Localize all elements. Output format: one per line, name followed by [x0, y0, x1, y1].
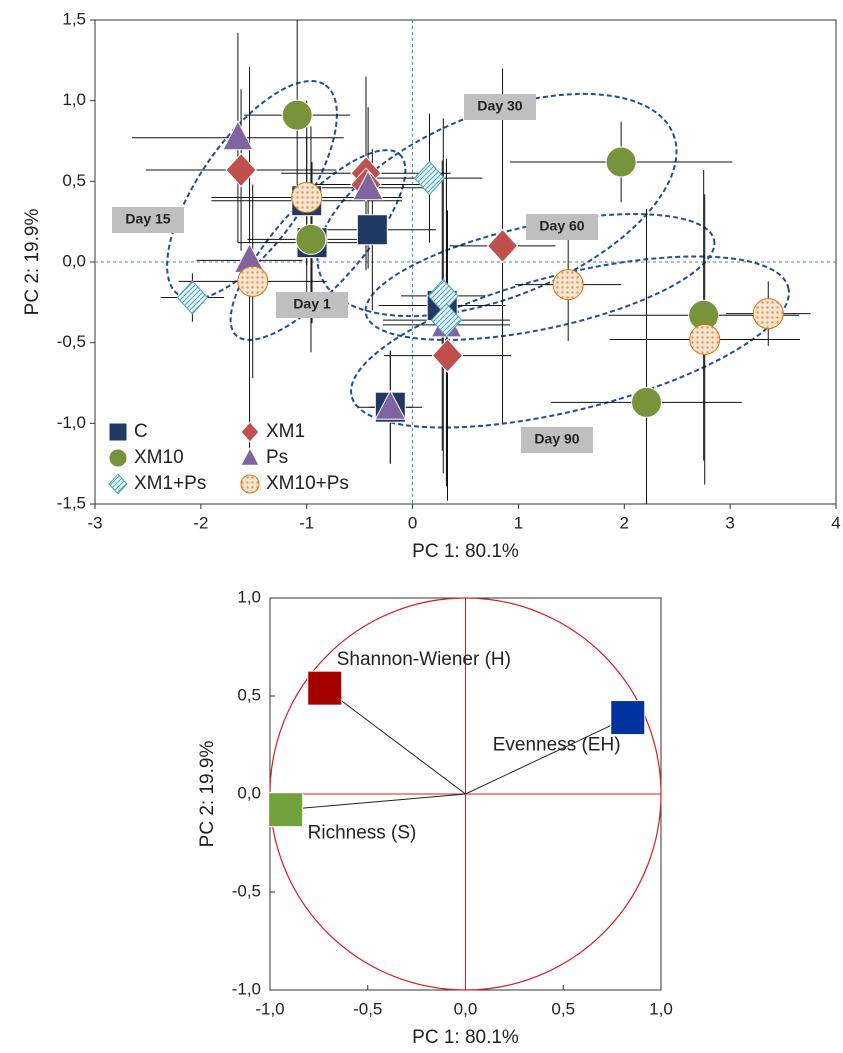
legend-label: XM10: [134, 447, 184, 468]
annotation: Day 60: [539, 218, 584, 234]
legend-marker: [240, 421, 260, 443]
annotation: Day 15: [125, 211, 170, 227]
marker: [631, 386, 663, 418]
x-tick-label: -1: [299, 513, 314, 532]
marker: [610, 700, 646, 736]
y-tick-label: 1,5: [62, 9, 86, 28]
y-tick-label: -0,5: [232, 881, 261, 900]
legend-label: XM1: [266, 421, 305, 442]
loading-vector: [285, 793, 466, 811]
marker: [430, 302, 463, 338]
annotation-box: [464, 94, 536, 120]
legend-label: Ps: [266, 447, 288, 468]
legend-marker: [108, 473, 128, 495]
x-tick-label: 3: [725, 513, 734, 532]
annotation: Day 1: [293, 296, 331, 312]
x-tick-label: 2: [620, 513, 629, 532]
marker: [222, 120, 254, 151]
group-ellipse: [350, 255, 790, 429]
point-label: Shannon-Wiener (H): [337, 649, 511, 670]
marker: [605, 146, 637, 178]
annotation-box: [276, 292, 348, 318]
marker: [552, 269, 584, 301]
marker: [225, 152, 257, 188]
marker: [689, 323, 721, 355]
legend-marker: [108, 448, 128, 468]
marker: [486, 228, 519, 264]
marker: [374, 389, 407, 420]
annotation: Day 30: [477, 98, 522, 114]
x-tick-label: -3: [87, 513, 102, 532]
x-tick-label: 0,0: [454, 999, 478, 1018]
point-label: Evenness (EH): [493, 735, 621, 756]
y-tick-label: 0,0: [62, 251, 86, 270]
legend-marker: [240, 447, 260, 466]
y-tick-label: 1,0: [62, 90, 86, 109]
point-label: Richness (S): [308, 823, 417, 844]
x-tick-label: 1,0: [649, 999, 673, 1018]
marker: [307, 670, 343, 706]
marker: [413, 160, 446, 196]
group-ellipse: [364, 213, 716, 341]
y-tick-label: -1,5: [57, 493, 86, 512]
y-tick-label: 0,5: [237, 685, 261, 704]
legend-label: XM1+Ps: [134, 473, 206, 494]
group-ellipse: [166, 79, 338, 301]
y-tick-label: 0,0: [237, 783, 261, 802]
marker: [431, 338, 464, 373]
loading-vector: [465, 717, 628, 795]
legend-marker: [108, 422, 128, 442]
legend-marker: [240, 474, 260, 494]
y-axis-label: PC 2: 19.9%: [197, 741, 218, 848]
marker: [176, 280, 209, 315]
x-axis-label: PC 1: 80.1%: [412, 1027, 519, 1048]
annotation: Day 90: [534, 431, 579, 447]
y-tick-label: -1,0: [57, 413, 86, 432]
marker: [752, 298, 784, 330]
x-tick-label: -1,0: [255, 999, 284, 1018]
loading-vector: [324, 687, 466, 795]
x-tick-label: 0,5: [551, 999, 575, 1018]
x-tick-label: -0,5: [353, 999, 382, 1018]
x-tick-label: 4: [831, 513, 840, 532]
annotation-box: [521, 427, 593, 453]
marker: [295, 223, 327, 255]
plot-frame: [94, 19, 837, 505]
marker: [356, 214, 388, 246]
group-ellipse: [229, 149, 407, 341]
y-axis-label: PC 2: 19.9%: [22, 209, 43, 316]
legend-label: XM10+Ps: [266, 473, 349, 494]
marker: [237, 265, 269, 297]
legend-label: C: [134, 421, 148, 442]
y-tick-label: 1,0: [237, 587, 261, 606]
x-tick-label: 1: [514, 513, 523, 532]
y-tick-label: -0,5: [57, 332, 86, 351]
annotation-box: [526, 214, 598, 240]
x-tick-label: 0: [408, 513, 417, 532]
y-tick-label: 0,5: [62, 171, 86, 190]
marker: [281, 99, 313, 131]
marker: [268, 792, 304, 828]
x-tick-label: -2: [193, 513, 208, 532]
marker: [352, 170, 384, 201]
x-axis-label: PC 1: 80.1%: [412, 541, 519, 562]
marker: [291, 181, 323, 213]
annotation-box: [112, 207, 184, 233]
group-ellipse: [316, 92, 678, 318]
y-tick-label: -1,0: [232, 979, 261, 998]
